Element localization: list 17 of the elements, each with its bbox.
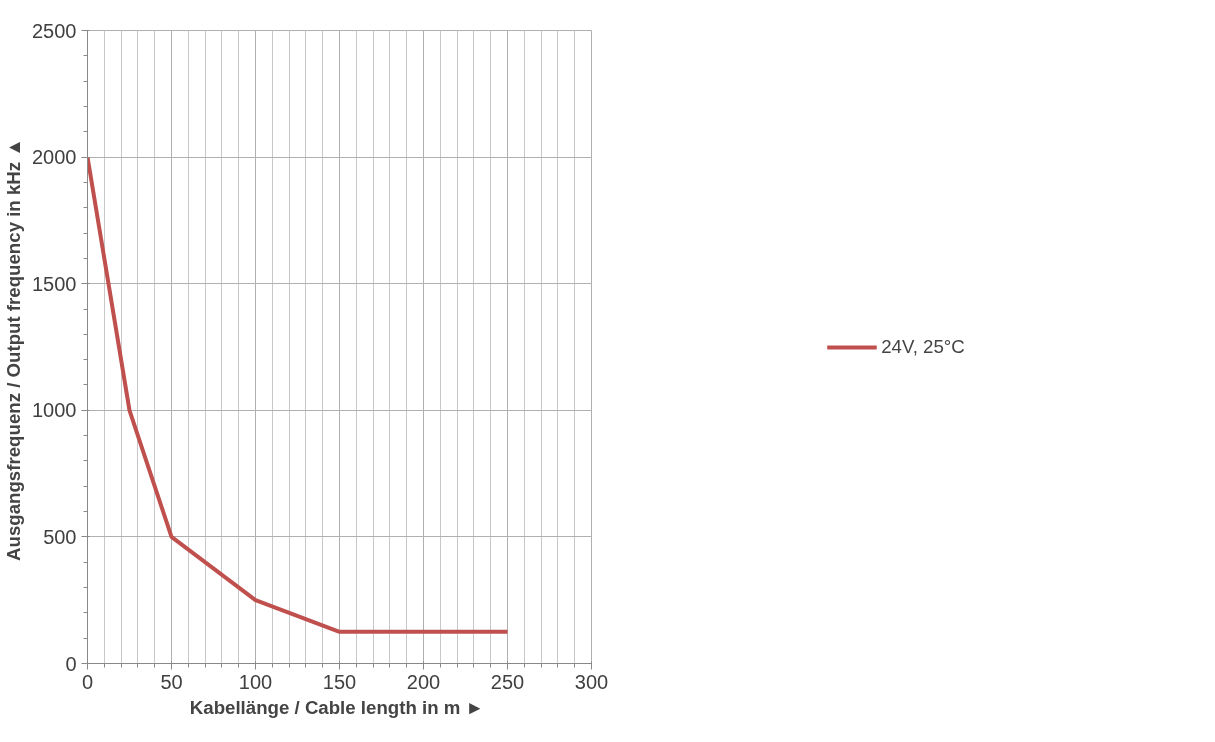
y-axis-title: Ausgangsfrequenz / Output frequency in kHz ▲ (3, 138, 25, 561)
line-series (87, 155, 510, 634)
y-tick-label: 1000 (32, 399, 77, 422)
x-tick-label: 50 (160, 670, 183, 693)
x-tick-label: 150 (322, 670, 357, 693)
y-tick-label: 0 (65, 652, 77, 675)
y-tick-label: 1500 (32, 272, 77, 295)
y-tick-label: 2500 (32, 19, 77, 42)
y-tick-label: 2000 (32, 146, 77, 169)
x-tick-label: 250 (490, 670, 525, 693)
x-tick-label: 0 (81, 670, 94, 693)
x-tick-label: 100 (238, 670, 273, 693)
legend-label: 24V, 25°C (881, 335, 965, 358)
x-tick-label: 200 (406, 670, 441, 693)
x-tick-label: 300 (574, 670, 609, 693)
x-axis-title: Kabellänge / Cable length in m ► (189, 696, 485, 718)
y-tick-label: 500 (43, 525, 77, 548)
